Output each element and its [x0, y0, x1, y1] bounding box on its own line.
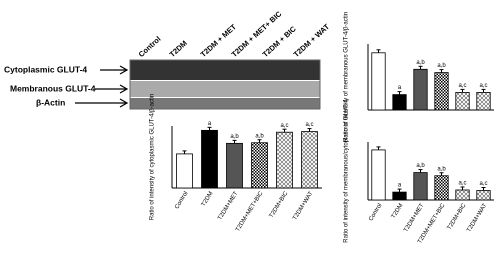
blot-band	[130, 98, 320, 109]
x-tick-label: T2DM	[391, 203, 405, 220]
bar	[434, 72, 449, 111]
bar	[392, 94, 407, 111]
significance-label: a,b	[437, 166, 446, 172]
lane-label: Control	[137, 34, 163, 59]
x-tick-label: T2DM+MET+BIC	[235, 190, 265, 233]
bar	[301, 131, 318, 189]
bar	[251, 142, 268, 189]
bar	[455, 92, 470, 111]
y-axis-label: Ratio of intensity of cytoplasmic GLUT-4…	[150, 94, 156, 221]
bar	[476, 190, 491, 201]
significance-label: a,c	[479, 181, 487, 187]
blot: Cytoplasmic GLUT-4 Membranous GLUT-4 β-A…	[4, 59, 321, 110]
significance-label: a,c	[458, 181, 466, 187]
significance-label: a	[398, 85, 402, 91]
bar	[226, 142, 243, 189]
bar	[176, 153, 193, 189]
x-tick-label: T2DM+MET	[217, 190, 239, 221]
x-tick-label: T2DM+WAT	[466, 202, 488, 233]
bar	[413, 172, 428, 201]
row-label: Membranous GLUT-4	[10, 83, 96, 93]
significance-label: a,b	[437, 63, 446, 69]
lane-label: T2DM + MET+ BIC	[230, 9, 284, 59]
blot-band	[130, 81, 320, 97]
bar	[476, 92, 491, 111]
significance-label: a,b	[230, 134, 239, 140]
x-tick-label: T2DM	[201, 191, 215, 208]
significance-label: a,c	[479, 83, 487, 89]
row-label: β-Actin	[36, 97, 65, 107]
bar	[392, 191, 407, 201]
y-axis-label: Ratio of intensity of membranous/cytopla…	[344, 99, 350, 243]
significance-label: a,b	[255, 133, 264, 139]
bar	[201, 129, 218, 189]
bar	[371, 52, 386, 111]
bar	[455, 189, 470, 201]
significance-label: a,c	[280, 123, 288, 129]
significance-label: a	[398, 183, 402, 189]
x-tick-label: Control	[368, 203, 383, 223]
bar	[276, 131, 293, 189]
significance-label: a	[208, 121, 212, 127]
y-axis-label: Ratio of intensity of membranous GLUT-4/…	[344, 12, 350, 142]
row-label: Cytoplasmic GLUT-4	[4, 64, 87, 74]
x-tick-label: T2DM+BIC	[447, 202, 468, 231]
blot-band	[130, 60, 320, 80]
arrows	[75, 65, 129, 108]
significance-label: a,b	[416, 60, 425, 66]
significance-label: a,c	[458, 83, 466, 89]
lane-label: T2DM	[168, 39, 189, 59]
bar	[434, 175, 449, 201]
x-tick-label: T2DM+BIC	[269, 190, 290, 219]
significance-label: a,c	[305, 122, 313, 128]
blot-frame	[129, 59, 321, 110]
x-tick-label: T2DM+MET	[403, 202, 425, 233]
bar	[413, 68, 428, 111]
x-tick-label: T2DM+WAT	[292, 190, 314, 221]
lane-label: T2DM + WAT	[292, 22, 332, 59]
x-tick-label: Control	[174, 191, 189, 211]
bar	[371, 149, 386, 201]
significance-label: a,b	[416, 163, 425, 169]
